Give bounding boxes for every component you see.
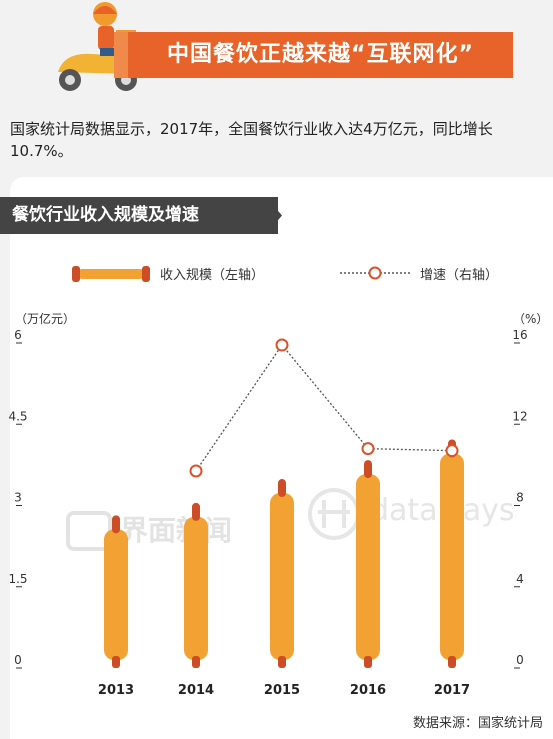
- bar-body: [440, 453, 464, 660]
- left-axis-tick-label: 0: [14, 653, 22, 667]
- growth-point: [189, 464, 203, 478]
- growth-point: [361, 442, 375, 456]
- category-label: 2016: [350, 683, 386, 698]
- bar-handle-top: [278, 479, 286, 498]
- growth-line: [195, 343, 453, 472]
- category-label: 2017: [434, 683, 470, 698]
- bar-body: [356, 474, 380, 660]
- bar-handle-bottom: [112, 656, 120, 668]
- section-title-tag: 餐饮行业收入规模及增速: [0, 197, 278, 234]
- right-axis-label: （%）: [513, 312, 548, 326]
- bar-2016: [356, 460, 380, 668]
- bar-handle-bottom: [448, 656, 456, 668]
- bar-handle-bottom: [364, 656, 372, 668]
- legend-bar-cap-right: [142, 266, 150, 282]
- bar-2017: [440, 439, 464, 668]
- chevron-right-icon: [256, 197, 282, 234]
- source-note: 数据来源：国家统计局: [412, 716, 543, 731]
- growth-point: [275, 338, 289, 352]
- right-axis-tick-label: 16: [512, 328, 527, 342]
- left-axis-tick-label: 3: [14, 491, 22, 505]
- left-axis-tick-label: 4.5: [8, 409, 27, 423]
- banner-title-bar: 中国餐饮正越来越“互联网化”: [114, 32, 513, 78]
- bar-body: [184, 516, 208, 660]
- bar-body: [270, 493, 294, 660]
- bar-2015: [270, 479, 294, 668]
- bar-2013: [104, 515, 128, 668]
- right-axis-tick-label: 12: [512, 409, 527, 423]
- chart-legend: 收入规模（左轴） 增速（右轴）: [72, 266, 498, 283]
- bar-2014: [184, 502, 208, 668]
- left-axis-tick-label: 6: [14, 328, 22, 342]
- right-axis-tick-label: 8: [516, 491, 524, 505]
- bar-handle-top: [112, 515, 120, 534]
- right-axis-tick-label: 0: [516, 653, 524, 667]
- category-label: 2015: [264, 683, 300, 698]
- legend-bar-label: 收入规模（左轴）: [160, 268, 264, 283]
- bar-body: [104, 529, 128, 660]
- legend-line-marker: [368, 266, 382, 280]
- left-axis-tick-label: 1.5: [8, 572, 27, 586]
- banner-title: 中国餐饮正越来越“互联网化”: [167, 42, 474, 67]
- bar-handle-bottom: [192, 656, 200, 668]
- legend-line-label: 增速（右轴）: [420, 268, 498, 283]
- legend-bar-swatch: [77, 269, 145, 279]
- bar-handle-bottom: [278, 656, 286, 668]
- bar-handle-top: [364, 460, 372, 479]
- category-label: 2014: [178, 683, 214, 698]
- intro-paragraph: 国家统计局数据显示，2017年，全国餐饮行业收入达4万亿元，同比增长10.7%。: [10, 120, 493, 160]
- growth-point: [445, 444, 459, 458]
- left-axis-label: （万亿元）: [15, 311, 75, 326]
- banner: 中国餐饮正越来越“互联网化”: [0, 0, 553, 98]
- legend-bar-cap-left: [72, 266, 80, 282]
- right-axis-tick-label: 4: [516, 572, 524, 586]
- section-title: 餐饮行业收入规模及增速: [12, 205, 199, 225]
- bar-handle-top: [192, 502, 200, 521]
- category-label: 2013: [98, 683, 134, 698]
- watermark-left: 界面新闻: [120, 514, 232, 547]
